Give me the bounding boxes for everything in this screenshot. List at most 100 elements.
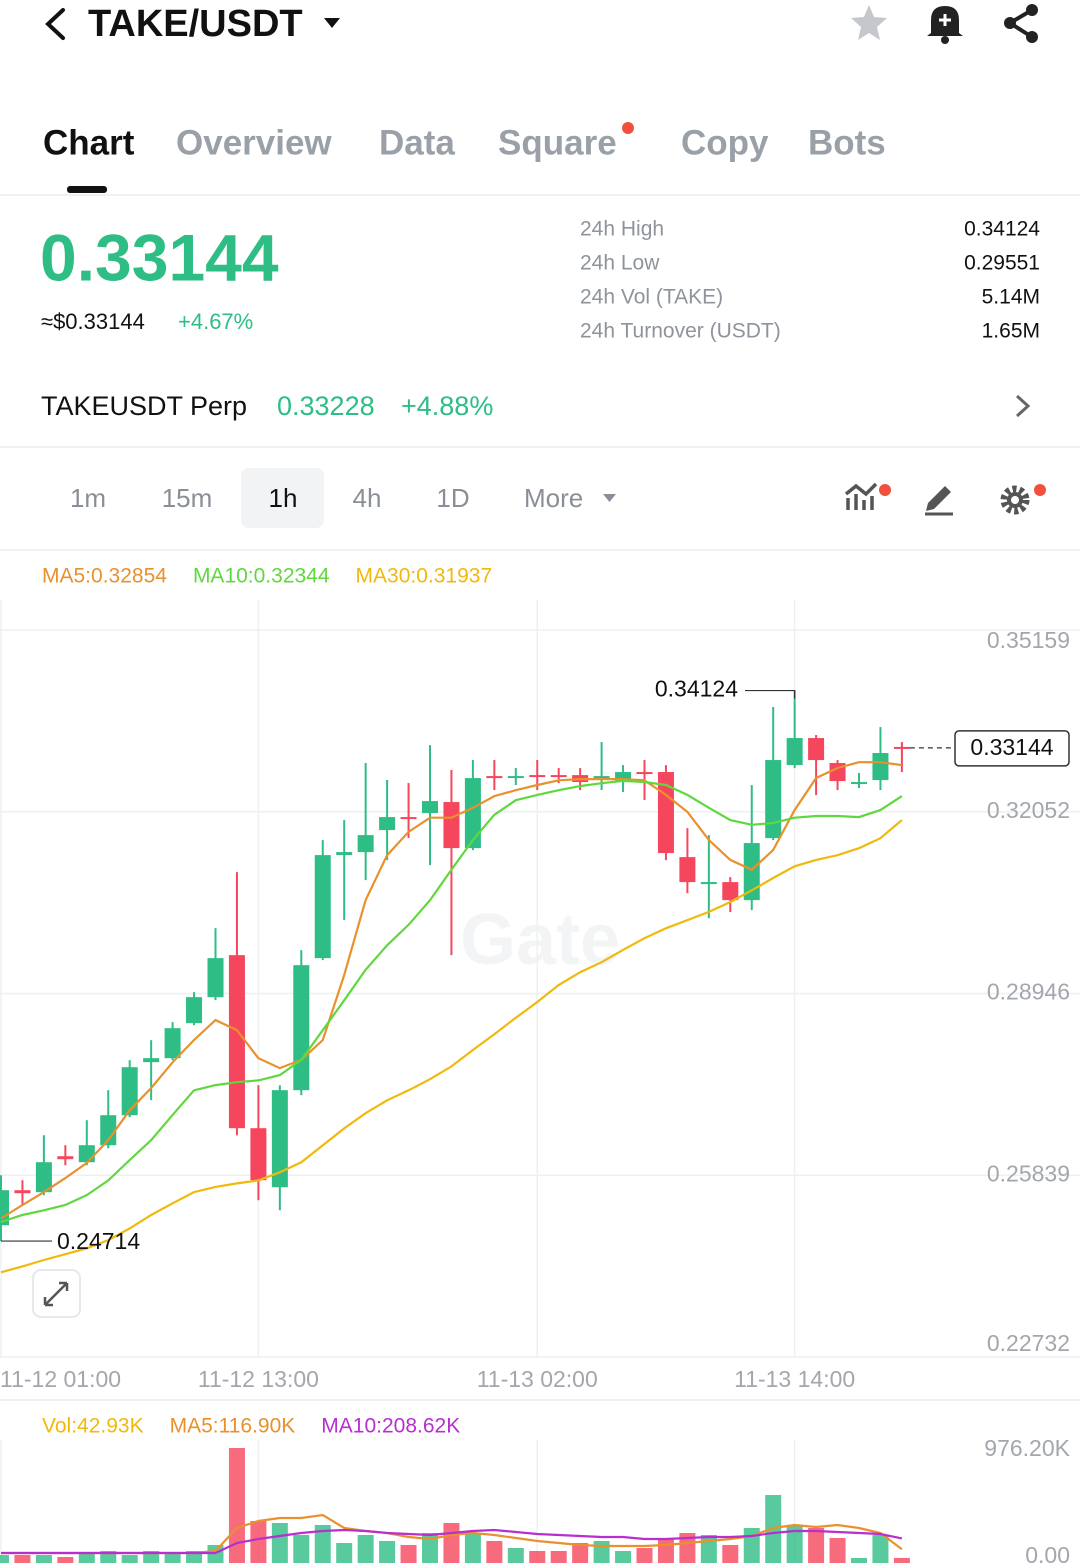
volume-bar <box>486 1540 503 1563</box>
candle-body <box>550 775 567 778</box>
alert-icon[interactable] <box>927 6 963 44</box>
volume-bar <box>443 1522 460 1563</box>
candle-body <box>78 1145 95 1163</box>
volume-bar <box>700 1534 717 1563</box>
pair-dropdown[interactable] <box>324 18 340 28</box>
ma-line <box>0 819 903 1274</box>
candle-body <box>529 775 546 778</box>
legend-entry: MA5:116.90K <box>170 1415 296 1438</box>
candle-body <box>14 1190 31 1194</box>
candle-body <box>808 738 825 761</box>
tab[interactable]: Bots <box>808 123 886 162</box>
chevron <box>1015 394 1031 418</box>
y-tick-label: 0.28946 <box>987 979 1070 1005</box>
volume-bar <box>636 1548 653 1563</box>
stat-value: 1.65M <box>982 320 1040 343</box>
volume-bar <box>550 1550 567 1563</box>
high-leader <box>745 689 796 699</box>
volume-bar <box>786 1524 803 1563</box>
volume-bar <box>293 1534 310 1563</box>
candle-body <box>615 772 632 783</box>
draw-icon[interactable] <box>925 486 953 516</box>
volume-bar <box>615 1550 632 1563</box>
volume-bar <box>35 1555 52 1563</box>
candle-body <box>443 802 460 849</box>
volume-bar <box>336 1542 353 1563</box>
candle-body <box>228 955 245 1129</box>
expand-button[interactable] <box>32 1269 81 1318</box>
candle-body <box>35 1162 52 1193</box>
timeframe[interactable]: 1h <box>269 483 298 513</box>
candle-body <box>851 782 867 785</box>
candle-body <box>100 1115 117 1146</box>
volume-bar <box>679 1532 696 1563</box>
ma-line <box>0 761 903 1220</box>
stat-label: 24h Low <box>580 252 660 275</box>
volume-bar <box>722 1544 739 1563</box>
timeframe[interactable]: 1D <box>436 483 469 513</box>
tab[interactable]: Chart <box>43 123 135 162</box>
y-tick-label: 0.32052 <box>987 797 1070 823</box>
favorite-icon[interactable] <box>851 5 887 40</box>
volume-bar <box>78 1552 95 1563</box>
perp-row[interactable]: TAKEUSDT Perp 0.33228 +4.88% <box>41 391 1031 421</box>
back-button[interactable] <box>45 8 65 40</box>
last-price-label: 0.33144 <box>970 734 1053 760</box>
timeframe[interactable]: More <box>524 483 583 513</box>
timeframe[interactable]: 4h <box>353 483 382 513</box>
volume-bar <box>250 1521 267 1563</box>
candle-body <box>786 738 803 766</box>
legend-entry: MA10:0.32344 <box>193 565 330 588</box>
candle-body <box>186 997 203 1024</box>
timeframe-selected-bg <box>241 468 324 528</box>
price-change: +4.67% <box>178 309 253 334</box>
x-tick-label: 11-12 01:00 <box>0 1366 121 1392</box>
candle-body <box>207 958 224 998</box>
more-dropdown[interactable] <box>603 494 616 502</box>
candle-body <box>593 776 610 779</box>
timeframe[interactable]: 1m <box>70 483 106 513</box>
last-price: 0.33144 <box>40 220 279 294</box>
candle-body <box>336 852 353 856</box>
volume-bar <box>400 1544 417 1563</box>
candle-body <box>143 1058 160 1063</box>
stat-label: 24h High <box>580 218 664 241</box>
volume-ma-line <box>1 1528 903 1555</box>
candle-body <box>164 1028 181 1059</box>
candle-body <box>872 753 889 781</box>
tab[interactable]: Copy <box>681 123 769 162</box>
volume-bar <box>271 1522 288 1563</box>
tab[interactable]: Overview <box>176 123 332 162</box>
volume-bar <box>379 1540 396 1563</box>
tab[interactable]: Square <box>498 123 617 162</box>
volume-bar <box>121 1555 138 1563</box>
volume-bar <box>357 1534 374 1563</box>
legend-entry: MA5:0.32854 <box>42 565 167 588</box>
candle-body <box>700 882 717 885</box>
timeframe[interactable]: 15m <box>162 483 213 513</box>
candle-body <box>357 835 374 853</box>
last-price-tag <box>954 730 1070 767</box>
volume-bar <box>529 1550 546 1563</box>
settings-icon[interactable] <box>1000 484 1046 515</box>
high-label: 0.34124 <box>655 676 738 702</box>
notification-dot <box>622 122 634 134</box>
stat-label: 24h Turnover (USDT) <box>580 320 781 343</box>
volume-bar <box>572 1542 589 1563</box>
indicator-icon[interactable] <box>844 482 891 510</box>
candle-body <box>314 855 331 959</box>
volume-bar <box>464 1532 481 1563</box>
candle-body <box>765 760 782 839</box>
stat-label: 24h Vol (TAKE) <box>580 286 723 309</box>
volume-bar <box>164 1552 181 1563</box>
ma-line <box>0 779 903 1224</box>
candle-body <box>722 882 739 901</box>
pair-title[interactable]: TAKE/USDT <box>88 3 303 45</box>
tab-indicator <box>67 186 107 193</box>
volume-bar <box>808 1528 825 1563</box>
tab[interactable]: Data <box>379 123 455 162</box>
volume-bar <box>657 1538 674 1563</box>
legend-entry: MA30:0.31937 <box>356 565 493 588</box>
candle-body <box>379 817 396 831</box>
share-icon[interactable] <box>1004 4 1038 43</box>
